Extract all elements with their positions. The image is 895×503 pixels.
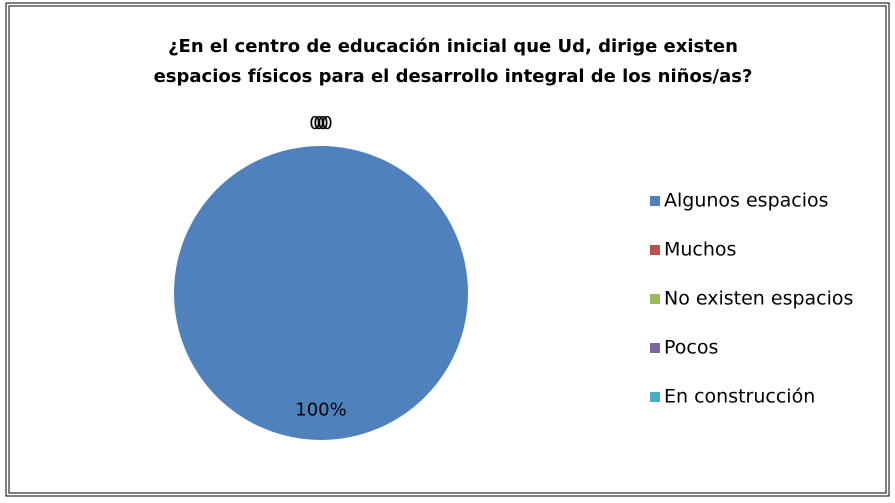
legend-text: En construcción <box>664 386 815 408</box>
legend-swatch <box>650 392 660 402</box>
legend-swatch <box>650 245 660 255</box>
legend-text: Muchos <box>664 239 736 261</box>
legend-text: Algunos espacios <box>664 190 829 212</box>
legend-text: No existen espacios <box>664 288 853 310</box>
chart-title: ¿En el centro de educación inicial que U… <box>168 36 738 57</box>
legend-swatch <box>650 196 660 206</box>
data-label: 100% <box>295 400 346 421</box>
data-label: 0 <box>321 113 332 134</box>
legend-swatch <box>650 294 660 304</box>
inner-frame <box>8 5 887 494</box>
data-label: 0 <box>313 113 324 134</box>
outer-frame <box>5 2 890 497</box>
legend-text: Pocos <box>664 337 718 359</box>
pie-slice <box>174 146 468 440</box>
legend-swatch <box>650 343 660 353</box>
data-label: 0 <box>317 113 328 134</box>
data-label: 0 <box>309 113 320 134</box>
chart-title: espacios físicos para el desarrollo inte… <box>154 66 753 87</box>
